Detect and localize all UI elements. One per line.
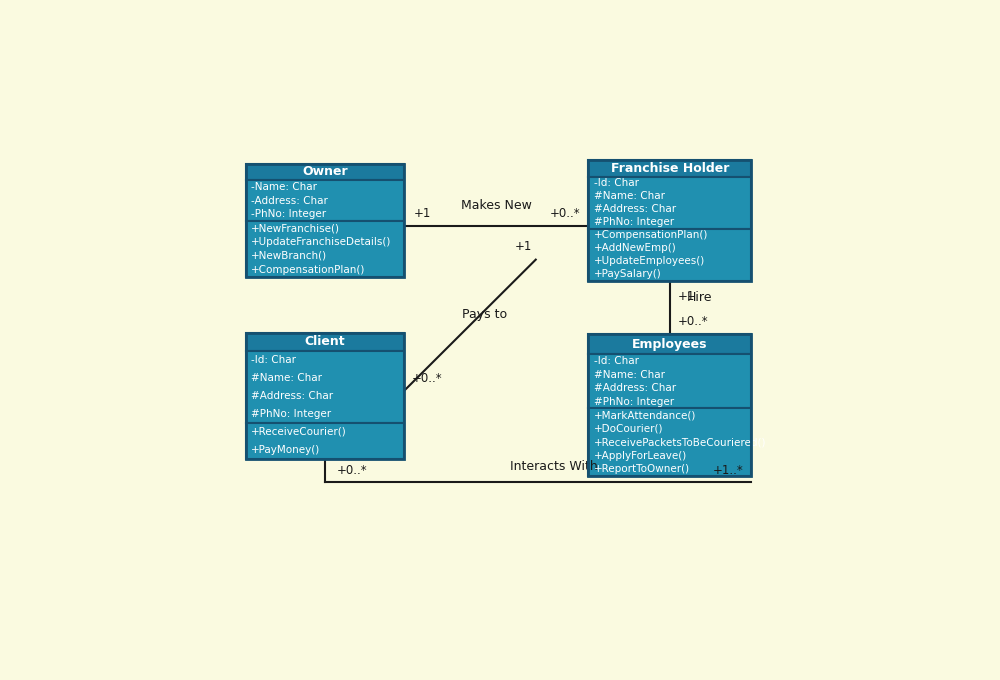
Text: +UpdateFranchiseDetails(): +UpdateFranchiseDetails() (251, 237, 391, 247)
Text: -Id: Char: -Id: Char (594, 178, 639, 188)
Text: +UpdateEmployees(): +UpdateEmployees() (594, 256, 705, 266)
Text: Employees: Employees (632, 338, 708, 351)
Text: +CompensationPlan(): +CompensationPlan() (594, 231, 708, 240)
Text: +ReportToOwner(): +ReportToOwner() (594, 464, 690, 474)
Text: +1: +1 (678, 290, 695, 303)
Text: #PhNo: Integer: #PhNo: Integer (594, 396, 674, 407)
Text: Hire: Hire (687, 290, 712, 303)
Text: +ReceiveCourier(): +ReceiveCourier() (251, 426, 347, 437)
Bar (588, 335, 751, 354)
Text: -Name: Char: -Name: Char (251, 182, 317, 192)
Text: Client: Client (305, 335, 345, 348)
Bar (246, 422, 404, 458)
Text: -Address: Char: -Address: Char (251, 196, 328, 205)
Bar (588, 160, 751, 177)
Text: +NewBranch(): +NewBranch() (251, 251, 327, 261)
Bar (588, 408, 751, 476)
Text: #Name: Char: #Name: Char (594, 191, 665, 201)
Text: +NewFranchise(): +NewFranchise() (251, 223, 340, 233)
Text: Franchise Holder: Franchise Holder (611, 162, 729, 175)
Text: Interacts With: Interacts With (510, 460, 597, 473)
Text: +PayMoney(): +PayMoney() (251, 445, 320, 455)
Bar (246, 333, 404, 350)
Bar (246, 350, 404, 422)
Bar (246, 164, 404, 180)
Bar (588, 354, 751, 408)
Text: +CompensationPlan(): +CompensationPlan() (251, 265, 365, 275)
Text: -Id: Char: -Id: Char (594, 356, 639, 366)
Text: #Address: Char: #Address: Char (251, 390, 333, 401)
Text: #PhNo: Integer: #PhNo: Integer (594, 218, 674, 227)
Text: Makes New: Makes New (461, 199, 532, 212)
Text: +0..*: +0..* (337, 464, 367, 477)
Text: +0..*: +0..* (678, 316, 708, 328)
Text: +MarkAttendance(): +MarkAttendance() (594, 410, 696, 420)
Text: +1: +1 (514, 240, 532, 253)
Text: #Name: Char: #Name: Char (251, 373, 322, 383)
Text: -Id: Char: -Id: Char (251, 354, 296, 364)
Bar (588, 160, 751, 281)
Bar (246, 221, 404, 277)
Text: +1: +1 (414, 207, 431, 220)
Text: #Name: Char: #Name: Char (594, 369, 665, 379)
Text: Owner: Owner (302, 165, 348, 178)
Text: #Address: Char: #Address: Char (594, 205, 676, 214)
Text: Pays to: Pays to (462, 308, 507, 321)
Bar (246, 333, 404, 458)
Text: +AddNewEmp(): +AddNewEmp() (594, 243, 677, 253)
Text: +1..*: +1..* (713, 464, 743, 477)
Text: +0..*: +0..* (412, 372, 443, 386)
Bar (588, 335, 751, 476)
Text: #PhNo: Integer: #PhNo: Integer (251, 409, 331, 419)
Bar (246, 180, 404, 221)
Text: #Address: Char: #Address: Char (594, 383, 676, 393)
Bar (246, 164, 404, 277)
Text: +ApplyForLeave(): +ApplyForLeave() (594, 451, 687, 460)
Text: +ReceivePacketsToBeCouriered(): +ReceivePacketsToBeCouriered() (594, 437, 766, 447)
Text: +PaySalary(): +PaySalary() (594, 269, 662, 279)
Bar (588, 228, 751, 281)
Text: +0..*: +0..* (550, 207, 581, 220)
Text: +DoCourier(): +DoCourier() (594, 424, 663, 434)
Bar (588, 177, 751, 228)
Text: -PhNo: Integer: -PhNo: Integer (251, 209, 326, 220)
